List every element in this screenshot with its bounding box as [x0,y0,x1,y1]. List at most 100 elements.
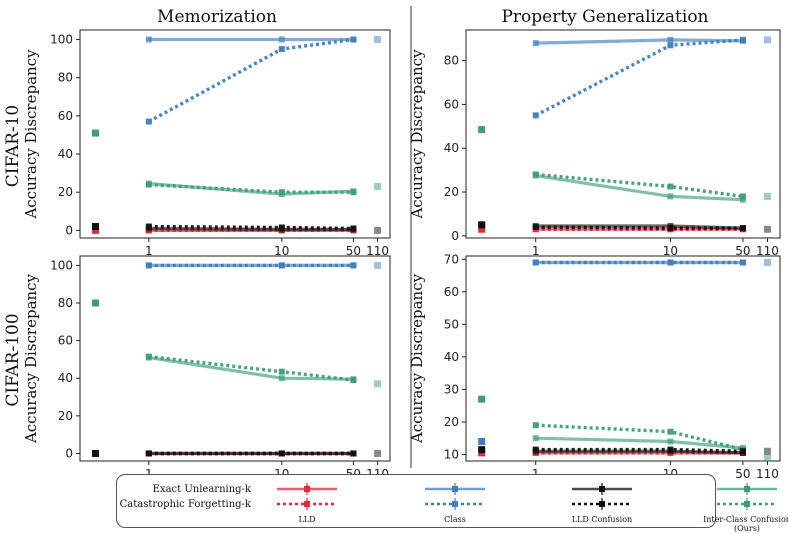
x-tick-label: 110 [756,244,779,258]
data-point-lld-confusion [532,224,539,231]
data-point-lld-confusion [350,225,357,232]
legend-swatch-lld [277,483,337,510]
y-axis-label: Accuracy Discrepancy [408,49,426,220]
y-axis-label: Accuracy Discrepancy [22,49,40,220]
data-point-inter-class-confusion-ours [145,181,152,188]
data-point-class [532,259,539,266]
series-line-inter-class-confusion-ours-dotted [148,354,354,382]
y-tick-label: 50 [444,317,459,331]
data-point-lld-confusion [532,446,539,453]
k0-point-lld-confusion [478,221,486,229]
x-tick-label: 50 [735,467,750,481]
k110-point-class [763,259,771,267]
y-tick-label: 60 [58,109,73,123]
data-point-class [278,262,285,269]
data-point-class [532,112,539,119]
y-axis-label: Accuracy Discrepancy [22,273,40,444]
series-line-inter-class-confusion-ours-dotted [148,182,354,194]
series-line-inter-class-confusion-ours-solid [534,436,745,450]
y-tick-label: 100 [50,33,73,47]
y-tick-label: 80 [444,54,459,68]
plot-frame [465,255,781,462]
data-point-inter-class-confusion-ours [532,435,539,442]
data-point-inter-class-confusion-ours [739,196,746,203]
data-point-class [278,36,285,43]
k110-point-lld-confusion [374,226,382,234]
panel-cifar-100-property-generalization: 1020304050607011050110Accuracy Discrepan… [408,252,781,481]
k0-point-class [478,437,486,445]
data-point-inter-class-confusion-ours [532,171,539,178]
row-title-cifar-10: CIFAR-10 [3,105,23,188]
data-point-lld-confusion [667,225,674,232]
y-tick-label: 30 [444,382,459,396]
k110-point-lld-confusion [374,449,382,457]
data-point-inter-class-confusion-ours [667,428,674,435]
legend-swatch-lld-confusion [572,483,632,510]
k110-point-inter-class-confusion-ours [763,454,771,462]
data-point-lld-confusion [145,223,152,230]
k0-point-inter-class-confusion-ours [92,129,99,137]
data-point-inter-class-confusion-ours [350,189,357,196]
x-tick-label: 110 [366,244,389,258]
k0-point-lld [92,226,99,234]
k110-point-inter-class-confusion-ours [374,182,382,190]
data-point-class [278,46,285,53]
k0-point-lld-confusion [478,446,486,454]
data-point-class [532,40,539,47]
legend-marker [599,486,605,492]
series-line-class-dotted [534,38,744,117]
data-point-inter-class-confusion-ours [667,183,674,190]
data-point-inter-class-confusion-ours [145,353,152,360]
column-title-memorization: Memorization [157,7,277,27]
k0-point-lld-confusion [92,223,99,231]
legend-marker [304,486,310,492]
plot-frame [79,29,391,239]
y-tick-label: 20 [444,185,459,199]
k0-point-inter-class-confusion-ours [478,126,486,134]
data-point-inter-class-confusion-ours [278,189,285,196]
data-point-lld-confusion [739,225,746,232]
legend-marker [452,501,458,507]
data-point-class [739,36,746,43]
data-point-class [145,118,152,125]
data-point-inter-class-confusion-ours [667,438,674,445]
data-point-class [350,262,357,269]
k0-point-inter-class-confusion-ours [92,299,99,307]
k0-point-lld [478,225,486,233]
y-tick-label: 100 [50,258,73,272]
y-tick-label: 40 [58,371,73,385]
k110-point-inter-class-confusion-ours [374,380,382,388]
data-point-inter-class-confusion-ours [278,375,285,382]
k110-point-class [374,261,382,269]
data-point-class [145,262,152,269]
y-tick-label: 40 [444,350,459,364]
data-point-lld-confusion [145,450,152,457]
legend-item-label: Inter-Class Confusion (Ours) [703,515,788,533]
data-point-class [667,42,674,49]
data-point-class [739,259,746,266]
x-tick-label: 1 [145,244,153,258]
data-point-lld-confusion [739,448,746,455]
x-tick-label: 1 [532,244,540,258]
plot-frame [79,255,391,462]
data-point-inter-class-confusion-ours [739,193,746,200]
data-point-class [145,36,152,43]
data-point-lld-confusion [667,446,674,453]
x-tick-label: 50 [735,244,750,258]
legend-marker [452,486,458,492]
y-tick-label: 80 [58,296,73,310]
data-point-inter-class-confusion-ours [667,193,674,200]
column-title-property-generalization: Property Generalization [501,7,708,27]
data-point-lld-confusion [278,224,285,231]
y-tick-label: 10 [444,447,459,461]
y-tick-label: 40 [444,141,459,155]
legend-swatch-class [425,483,485,510]
plot-frame [465,29,781,239]
legend-swatch-inter-class-confusion-ours [717,483,777,510]
data-point-class [667,36,674,43]
y-tick-label: 60 [58,334,73,348]
x-tick-label: 10 [274,244,289,258]
